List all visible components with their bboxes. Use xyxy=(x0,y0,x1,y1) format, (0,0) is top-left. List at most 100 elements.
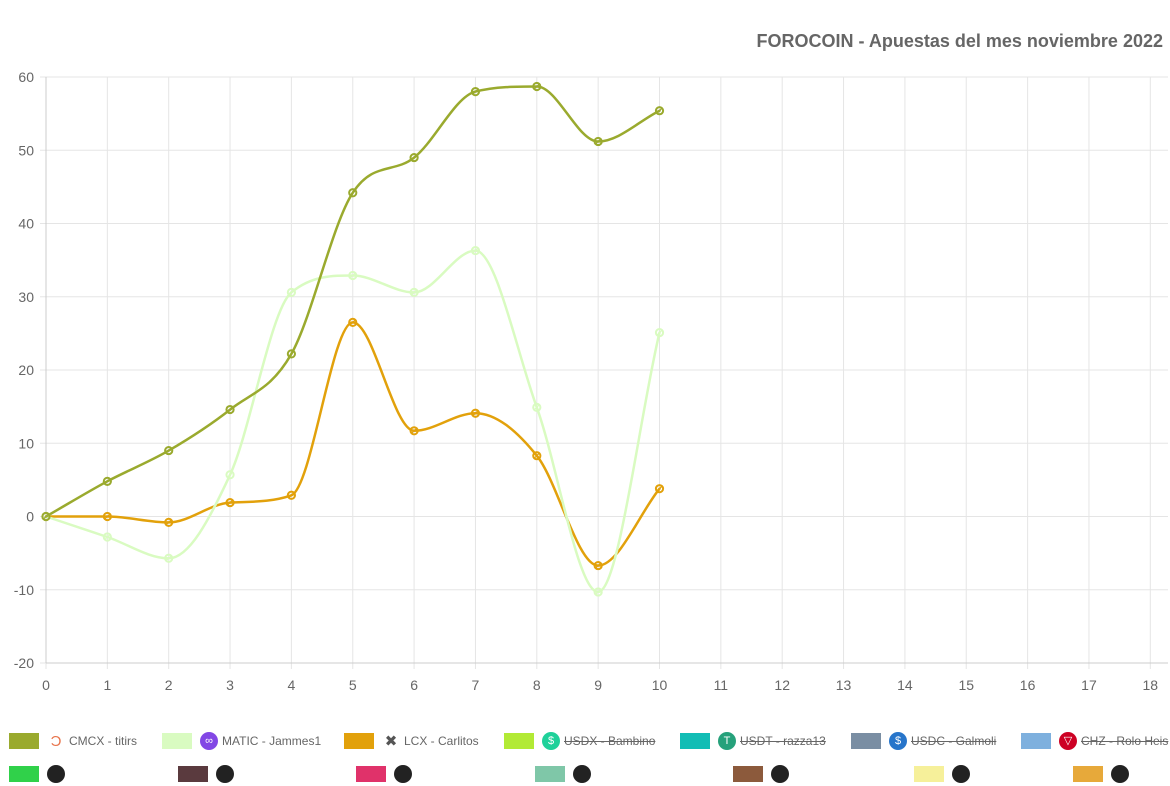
data-point-matic xyxy=(470,246,481,256)
x-tick-label: 6 xyxy=(410,677,418,693)
data-point-mark-cmcx xyxy=(104,478,111,485)
legend-item-chz[interactable]: ▽ CHZ - Rolo Heis xyxy=(1021,729,1168,753)
legend-swatch xyxy=(356,766,386,782)
data-point-cmcx xyxy=(532,81,542,92)
x-tick-label: 1 xyxy=(103,677,111,693)
data-point-cmcx xyxy=(593,136,603,147)
data-point-cmcx xyxy=(348,188,358,198)
legend-swatch xyxy=(914,766,944,782)
legend-item-clipped[interactable] xyxy=(356,762,416,786)
x-tick-label: 2 xyxy=(165,677,173,693)
data-point-mark-matic xyxy=(227,471,233,478)
y-tick-label: 10 xyxy=(18,435,34,451)
chart-title: FOROCOIN - Apuestas del mes noviembre 20… xyxy=(757,31,1163,51)
data-point-mark-matic xyxy=(288,289,295,296)
legend-swatch xyxy=(733,766,763,782)
data-point-lcx xyxy=(225,497,235,508)
chz-icon: ▽ xyxy=(1059,732,1077,750)
data-point-cmcx xyxy=(225,404,235,415)
legend-swatch xyxy=(1073,766,1103,782)
data-point-matic xyxy=(348,270,358,281)
x-tick-label: 10 xyxy=(652,677,668,693)
x-tick-label: 13 xyxy=(836,677,852,693)
legend-item-clipped[interactable] xyxy=(733,762,793,786)
data-point-mark-matic xyxy=(104,534,111,540)
data-point-mark-matic xyxy=(411,289,418,296)
legend-swatch xyxy=(344,733,374,749)
x-tick-label: 3 xyxy=(226,677,234,693)
legend-label: CHZ - Rolo Heis xyxy=(1081,734,1169,748)
lcx-icon: ✖ xyxy=(382,732,400,750)
data-point-lcx xyxy=(164,517,174,527)
data-point-lcx xyxy=(593,560,603,571)
x-tick-label: 18 xyxy=(1143,677,1159,693)
data-point-mark-cmcx xyxy=(411,154,418,161)
legend-label: MATIC - Jammes1 xyxy=(222,734,322,748)
data-point-mark-matic xyxy=(656,329,663,336)
data-point-mark-matic xyxy=(472,247,479,254)
legend-item-clipped[interactable] xyxy=(914,762,974,786)
legend-swatch xyxy=(504,733,534,749)
usdx-icon: $ xyxy=(542,732,560,750)
data-point-mark-cmcx xyxy=(595,138,602,145)
legend-swatch xyxy=(9,733,39,749)
x-tick-label: 14 xyxy=(897,677,913,693)
legend-item-clipped[interactable] xyxy=(9,762,69,786)
x-tick-label: 16 xyxy=(1020,677,1036,693)
y-tick-label: 50 xyxy=(18,142,34,158)
data-point-cmcx xyxy=(409,152,419,163)
data-point-mark-lcx xyxy=(165,519,172,526)
data-point-lcx xyxy=(654,484,665,494)
line-chart: FOROCOIN - Apuestas del mes noviembre 20… xyxy=(14,31,1168,693)
data-point-cmcx xyxy=(164,445,174,456)
x-tick-label: 15 xyxy=(958,677,974,693)
legend-item-clipped[interactable] xyxy=(178,762,238,786)
x-tick-label: 17 xyxy=(1081,677,1097,693)
y-tick-label: -20 xyxy=(14,655,34,671)
legend-swatch xyxy=(162,733,192,749)
x-tick-label: 4 xyxy=(288,677,296,693)
legend-item-usdc[interactable]: $ USDC - Galmoli xyxy=(851,729,996,753)
legend-item-usdx[interactable]: $ USDX - Bambino xyxy=(504,729,655,753)
legend-item-usdt[interactable]: T USDT - razza13 xyxy=(680,729,826,753)
x-tick-label: 7 xyxy=(472,677,480,693)
data-point-matic xyxy=(102,532,112,542)
data-point-lcx xyxy=(532,451,542,461)
legend-item-clipped[interactable] xyxy=(535,762,595,786)
legend-swatch xyxy=(851,733,881,749)
data-point-matic xyxy=(654,328,665,338)
data-point-mark-lcx xyxy=(411,427,418,434)
legend-item-clipped[interactable] xyxy=(1073,762,1133,786)
data-point-lcx xyxy=(470,408,481,418)
data-point-mark-lcx xyxy=(288,492,295,499)
data-point-matic xyxy=(593,587,603,597)
data-point-mark-lcx xyxy=(533,452,540,459)
y-tick-label: -10 xyxy=(14,582,34,598)
legend-label: USDT - razza13 xyxy=(740,734,826,748)
data-point-lcx xyxy=(102,511,112,522)
data-point-lcx xyxy=(286,490,296,500)
y-tick-label: 30 xyxy=(18,289,34,305)
y-tick-label: 60 xyxy=(18,69,34,85)
legend-label: USDX - Bambino xyxy=(564,734,656,748)
data-point-cmcx xyxy=(286,349,296,359)
data-point-cmcx xyxy=(654,106,665,116)
data-point-mark-cmcx xyxy=(472,88,479,95)
legend-item-matic[interactable]: ∞ MATIC - Jammes1 xyxy=(162,729,321,753)
data-point-mark-lcx xyxy=(349,319,356,326)
legend-item-cmcx[interactable]: Ɔ CMCX - titirs xyxy=(9,729,137,753)
data-point-mark-cmcx xyxy=(43,513,49,520)
data-point-mark-lcx xyxy=(595,562,602,569)
data-point-cmcx xyxy=(470,87,481,97)
legend-swatch xyxy=(1021,733,1051,749)
x-tick-label: 5 xyxy=(349,677,357,693)
data-point-matic xyxy=(286,287,296,297)
data-point-mark-lcx xyxy=(227,499,233,506)
data-point-mark-lcx xyxy=(472,410,479,417)
legend-swatch xyxy=(535,766,565,782)
legend-item-lcx[interactable]: ✖ LCX - Carlitos xyxy=(344,729,479,753)
y-tick-label: 40 xyxy=(18,216,34,232)
x-tick-label: 11 xyxy=(714,677,729,693)
series-points xyxy=(41,81,665,597)
data-point-mark-cmcx xyxy=(227,406,233,413)
